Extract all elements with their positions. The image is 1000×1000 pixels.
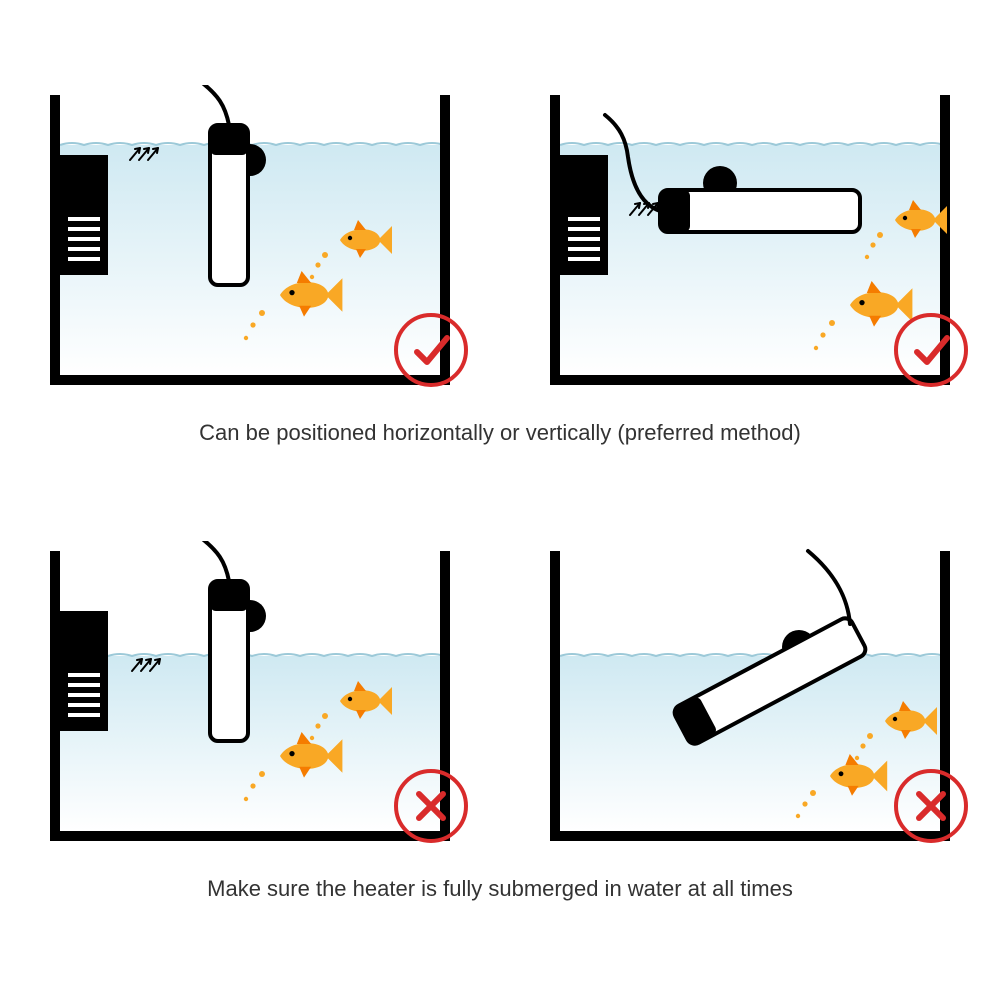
infographic-grid: Can be positioned horizontally or vertic…: [50, 85, 950, 997]
caption-row-2: Make sure the heater is fully submerged …: [50, 876, 950, 902]
cross-icon: [394, 769, 468, 843]
panel-vertical-correct: [50, 85, 450, 385]
row-2: [50, 541, 950, 841]
panel-vertical-wrong: [50, 541, 450, 841]
check-icon: [894, 313, 968, 387]
panel-diagonal-wrong: [550, 541, 950, 841]
row-1: [50, 85, 950, 385]
caption-row-1: Can be positioned horizontally or vertic…: [50, 420, 950, 446]
check-icon: [394, 313, 468, 387]
panel-horizontal-correct: [550, 85, 950, 385]
cross-icon: [894, 769, 968, 843]
